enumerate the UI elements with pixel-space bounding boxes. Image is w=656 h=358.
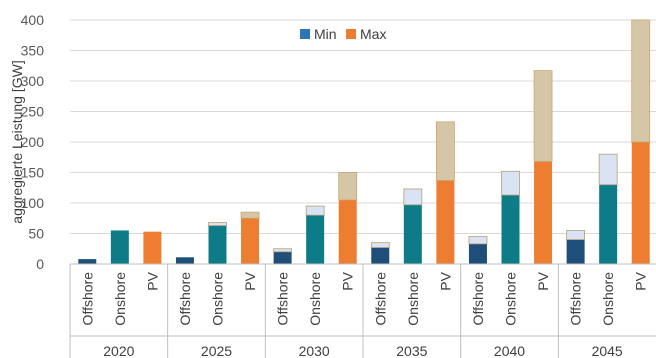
- year-label: 2045: [592, 343, 623, 358]
- legend-label-max: Max: [360, 26, 386, 42]
- bar-min-onshore-2020: [110, 230, 129, 264]
- gridlines: [70, 19, 656, 234]
- bar-min-pv-2045: [631, 142, 650, 264]
- y-tick-label: 350: [21, 43, 45, 59]
- category-label: Onshore: [503, 272, 519, 326]
- bar-min-offshore-2020: [78, 259, 97, 264]
- category-label: Onshore: [112, 272, 128, 326]
- category-label: Offshore: [372, 272, 388, 326]
- category-label: Onshore: [307, 272, 323, 326]
- bar-min-offshore-2040: [468, 243, 487, 264]
- bar-range-offshore-2040: [468, 236, 488, 245]
- bar-min-offshore-2025: [175, 257, 194, 264]
- bar-min-onshore-2030: [306, 215, 325, 264]
- bar-min-onshore-2025: [208, 225, 227, 264]
- legend: Min Max: [300, 26, 386, 42]
- bar-range-onshore-2045: [598, 153, 618, 186]
- y-tick-label: 250: [21, 104, 45, 120]
- y-tick-label: 0: [36, 256, 44, 272]
- bar-range-onshore-2025: [208, 222, 227, 226]
- bar-min-pv-2025: [241, 218, 260, 264]
- bar-range-onshore-2040: [501, 170, 520, 196]
- legend-swatch-min: [300, 29, 310, 39]
- bar-min-pv-2035: [436, 180, 455, 264]
- category-label: PV: [144, 271, 160, 290]
- category-label: PV: [340, 271, 356, 290]
- y-tick-label: 100: [21, 195, 45, 211]
- y-tick-label: 150: [21, 165, 45, 181]
- category-label: PV: [633, 271, 649, 290]
- legend-label-min: Min: [314, 26, 337, 42]
- y-tick-label: 300: [21, 73, 45, 89]
- category-label: Offshore: [79, 272, 95, 326]
- bar-min-offshore-2035: [371, 247, 390, 264]
- year-label: 2020: [103, 343, 134, 358]
- year-label: 2030: [299, 343, 330, 358]
- bar-min-onshore-2045: [599, 184, 618, 264]
- y-tick-label: 200: [21, 134, 45, 150]
- bar-min-offshore-2030: [273, 251, 292, 264]
- category-label: Onshore: [405, 272, 421, 326]
- bars: [78, 19, 651, 264]
- bar-range-onshore-2035: [403, 188, 423, 206]
- x-axis: Offshore Onshore PV 2020 Offshore Onshore PV 20…: [69, 263, 656, 358]
- bar-range-pv-2045: [631, 19, 651, 143]
- category-label: PV: [437, 271, 453, 290]
- y-tick-label: 50: [28, 226, 44, 242]
- bar-range-offshore-2035: [370, 242, 390, 248]
- category-label: Offshore: [568, 272, 584, 326]
- bar-min-pv-2040: [534, 161, 553, 264]
- category-label: Offshore: [275, 272, 291, 326]
- year-label: 2035: [396, 343, 427, 358]
- bar-range-offshore-2030: [273, 248, 293, 253]
- legend-swatch-max: [346, 29, 356, 39]
- bar-min-offshore-2045: [566, 239, 585, 264]
- bar-min-onshore-2035: [403, 204, 422, 264]
- y-axis-label: aggregierte Leistung [GW]: [9, 60, 25, 223]
- bar-min-pv-2030: [338, 199, 357, 264]
- y-tick-label: 400: [21, 12, 45, 28]
- y-tick-labels: 0 50 100 150 200 250 300 350 400: [21, 12, 45, 272]
- bar-min-onshore-2040: [501, 195, 520, 264]
- year-label: 2040: [494, 343, 525, 358]
- bar-range-offshore-2045: [566, 230, 586, 240]
- bar-range-pv-2035: [435, 121, 455, 181]
- bar-range-pv-2025: [240, 211, 260, 219]
- category-label: Offshore: [470, 272, 486, 326]
- category-label: Onshore: [600, 272, 616, 326]
- category-label: PV: [535, 271, 551, 290]
- bar-min-pv-2020: [143, 231, 162, 264]
- category-label: PV: [242, 271, 258, 290]
- bar-range-pv-2040: [533, 70, 553, 162]
- bar-range-onshore-2030: [305, 205, 325, 216]
- category-label: Offshore: [177, 272, 193, 326]
- category-label: Onshore: [210, 272, 226, 326]
- bar-range-pv-2030: [338, 172, 358, 201]
- year-label: 2025: [201, 343, 232, 358]
